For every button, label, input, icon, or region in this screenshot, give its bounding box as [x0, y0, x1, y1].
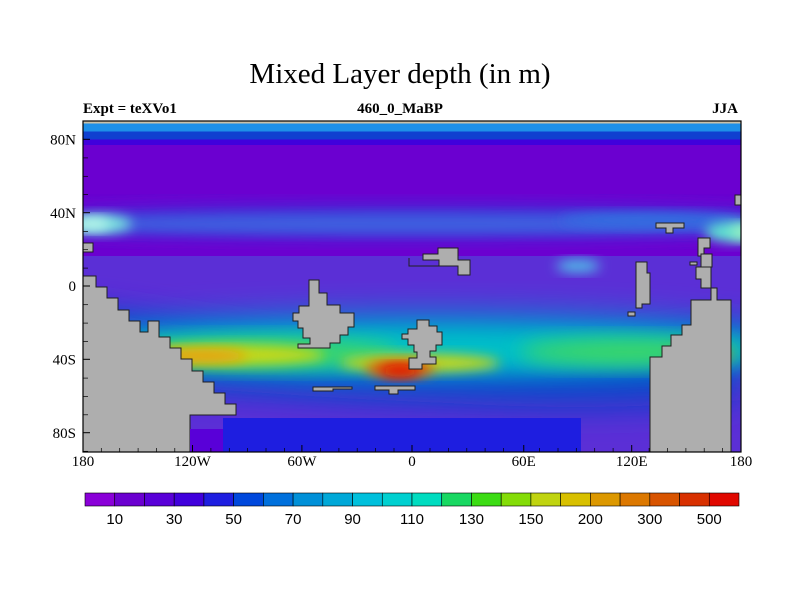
svg-text:90: 90 — [344, 511, 361, 528]
svg-text:40S: 40S — [53, 353, 76, 369]
svg-text:120E: 120E — [616, 454, 648, 470]
svg-text:0: 0 — [69, 279, 77, 295]
svg-text:10: 10 — [106, 511, 123, 528]
svg-text:150: 150 — [518, 511, 543, 528]
svg-text:80N: 80N — [50, 133, 76, 149]
svg-text:300: 300 — [637, 511, 662, 528]
svg-text:40N: 40N — [50, 206, 76, 222]
svg-text:180: 180 — [730, 454, 753, 470]
svg-text:110: 110 — [400, 511, 424, 528]
svg-text:30: 30 — [166, 511, 183, 528]
svg-text:130: 130 — [459, 511, 484, 528]
svg-text:50: 50 — [225, 511, 242, 528]
svg-text:120W: 120W — [174, 454, 212, 470]
svg-text:80S: 80S — [53, 426, 76, 442]
svg-text:200: 200 — [578, 511, 603, 528]
svg-text:60W: 60W — [287, 454, 317, 470]
svg-text:70: 70 — [285, 511, 302, 528]
svg-text:500: 500 — [697, 511, 722, 528]
svg-text:0: 0 — [408, 454, 416, 470]
svg-text:60E: 60E — [512, 454, 536, 470]
svg-text:180: 180 — [72, 454, 95, 470]
